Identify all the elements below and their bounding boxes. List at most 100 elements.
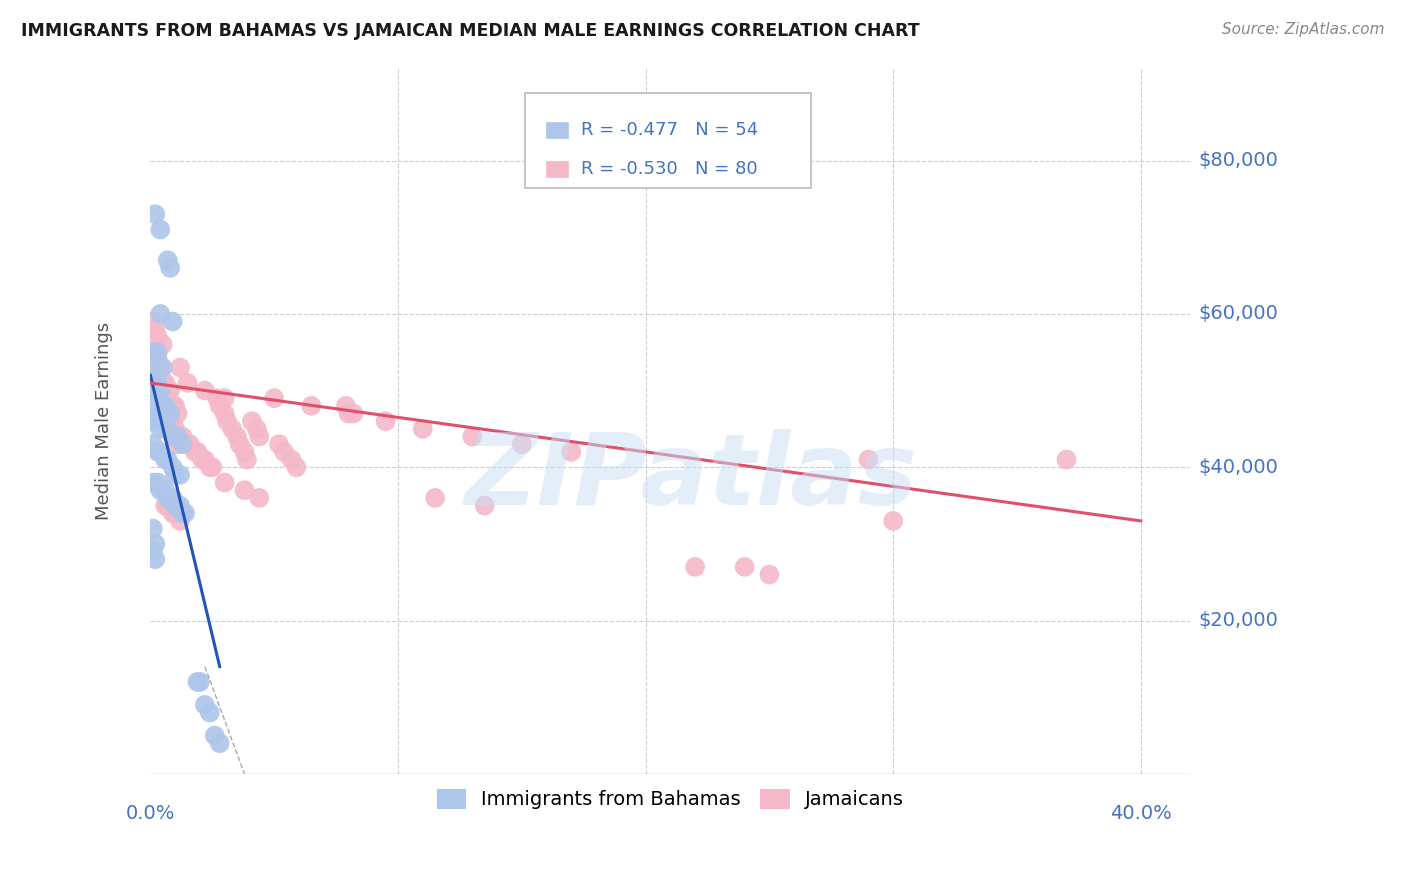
Point xyxy=(159,407,181,421)
Point xyxy=(156,391,179,405)
Point xyxy=(143,322,166,336)
Point xyxy=(194,452,217,467)
Point xyxy=(155,399,177,413)
Point xyxy=(269,437,291,451)
Point xyxy=(342,407,364,421)
Text: R = -0.477   N = 54: R = -0.477 N = 54 xyxy=(581,121,758,139)
Point xyxy=(299,399,322,413)
Point xyxy=(214,475,236,490)
Point xyxy=(146,345,169,359)
Text: Source: ZipAtlas.com: Source: ZipAtlas.com xyxy=(1222,22,1385,37)
Point xyxy=(155,499,177,513)
Point xyxy=(335,399,357,413)
FancyBboxPatch shape xyxy=(546,122,568,138)
Point xyxy=(221,422,243,436)
FancyBboxPatch shape xyxy=(546,161,568,177)
Point xyxy=(188,674,211,689)
Point xyxy=(208,399,231,413)
Point xyxy=(159,384,181,398)
Point xyxy=(162,314,184,328)
Point xyxy=(169,514,191,528)
Point xyxy=(162,399,184,413)
Point xyxy=(156,253,179,268)
Point xyxy=(247,491,270,505)
Point xyxy=(186,674,208,689)
Point xyxy=(560,445,582,459)
Point xyxy=(165,506,187,520)
Point xyxy=(461,429,484,443)
Point xyxy=(240,414,263,428)
Point xyxy=(412,422,434,436)
Point xyxy=(204,729,226,743)
Point xyxy=(683,560,706,574)
Point xyxy=(423,491,446,505)
Text: $60,000: $60,000 xyxy=(1199,304,1278,324)
Point xyxy=(146,445,169,459)
Point xyxy=(149,360,172,375)
Point xyxy=(155,391,177,405)
Point xyxy=(198,706,221,720)
Point xyxy=(146,391,169,405)
Point xyxy=(1056,452,1078,467)
Point xyxy=(162,491,184,505)
Point xyxy=(149,384,172,398)
Point xyxy=(156,452,179,467)
Text: ZIPatlas: ZIPatlas xyxy=(464,429,918,526)
Point xyxy=(142,407,165,421)
Point xyxy=(149,222,172,236)
Point xyxy=(142,475,165,490)
Point xyxy=(236,452,259,467)
Point xyxy=(155,483,177,498)
Point xyxy=(273,445,295,459)
Point xyxy=(152,399,174,413)
Point xyxy=(172,429,194,443)
Text: 0.0%: 0.0% xyxy=(125,805,176,823)
Point xyxy=(162,414,184,428)
Point xyxy=(162,506,184,520)
Text: $80,000: $80,000 xyxy=(1199,151,1278,170)
Point xyxy=(191,452,214,467)
FancyBboxPatch shape xyxy=(524,93,811,188)
Point xyxy=(247,429,270,443)
Point xyxy=(166,437,188,451)
Point xyxy=(165,499,187,513)
Legend: Immigrants from Bahamas, Jamaicans: Immigrants from Bahamas, Jamaicans xyxy=(429,781,912,817)
Text: $20,000: $20,000 xyxy=(1199,611,1278,630)
Point xyxy=(228,437,250,451)
Point xyxy=(146,376,169,390)
Point xyxy=(186,445,208,459)
Point xyxy=(159,260,181,275)
Point xyxy=(194,698,217,712)
Point xyxy=(510,437,533,451)
Point xyxy=(176,376,198,390)
Point xyxy=(169,499,191,513)
Point xyxy=(162,460,184,475)
Point xyxy=(142,368,165,383)
Text: Median Male Earnings: Median Male Earnings xyxy=(94,322,112,520)
Point xyxy=(758,567,780,582)
Point xyxy=(142,352,165,367)
Point xyxy=(285,460,308,475)
Point xyxy=(149,445,172,459)
Point xyxy=(142,544,165,558)
Point xyxy=(194,384,217,398)
Point xyxy=(263,391,285,405)
Point xyxy=(146,330,169,344)
Point xyxy=(149,407,172,421)
Point xyxy=(337,407,360,421)
Point xyxy=(233,483,256,498)
Point xyxy=(166,429,188,443)
Point xyxy=(152,376,174,390)
Point xyxy=(156,499,179,513)
Point xyxy=(142,384,165,398)
Point xyxy=(143,537,166,551)
Point xyxy=(214,407,236,421)
Point xyxy=(176,437,198,451)
Point xyxy=(205,391,228,405)
Point xyxy=(184,445,207,459)
Point xyxy=(882,514,904,528)
Point xyxy=(246,422,269,436)
Point xyxy=(149,422,172,436)
Point xyxy=(146,414,169,428)
Point xyxy=(217,414,239,428)
